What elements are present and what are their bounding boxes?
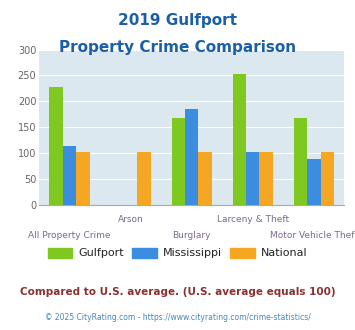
Text: Motor Vehicle Theft: Motor Vehicle Theft: [270, 231, 355, 240]
Text: Arson: Arson: [118, 214, 143, 223]
Bar: [49, 87, 63, 205]
Text: Compared to U.S. average. (U.S. average equals 100): Compared to U.S. average. (U.S. average …: [20, 287, 335, 297]
Text: © 2025 CityRating.com - https://www.cityrating.com/crime-statistics/: © 2025 CityRating.com - https://www.city…: [45, 314, 310, 322]
Bar: [307, 159, 321, 205]
Legend: Gulfport, Mississippi, National: Gulfport, Mississippi, National: [43, 243, 312, 263]
Bar: [233, 74, 246, 205]
Text: Burglary: Burglary: [173, 231, 211, 240]
Text: All Property Crime: All Property Crime: [28, 231, 111, 240]
Bar: [171, 118, 185, 205]
Bar: [321, 152, 334, 205]
Bar: [76, 152, 90, 205]
Bar: [246, 152, 260, 205]
Bar: [198, 152, 212, 205]
Bar: [185, 110, 198, 205]
Text: Larceny & Theft: Larceny & Theft: [217, 214, 289, 223]
Bar: [294, 118, 307, 205]
Text: 2019 Gulfport: 2019 Gulfport: [118, 13, 237, 28]
Text: Property Crime Comparison: Property Crime Comparison: [59, 40, 296, 54]
Bar: [137, 152, 151, 205]
Bar: [260, 152, 273, 205]
Bar: [63, 146, 76, 205]
